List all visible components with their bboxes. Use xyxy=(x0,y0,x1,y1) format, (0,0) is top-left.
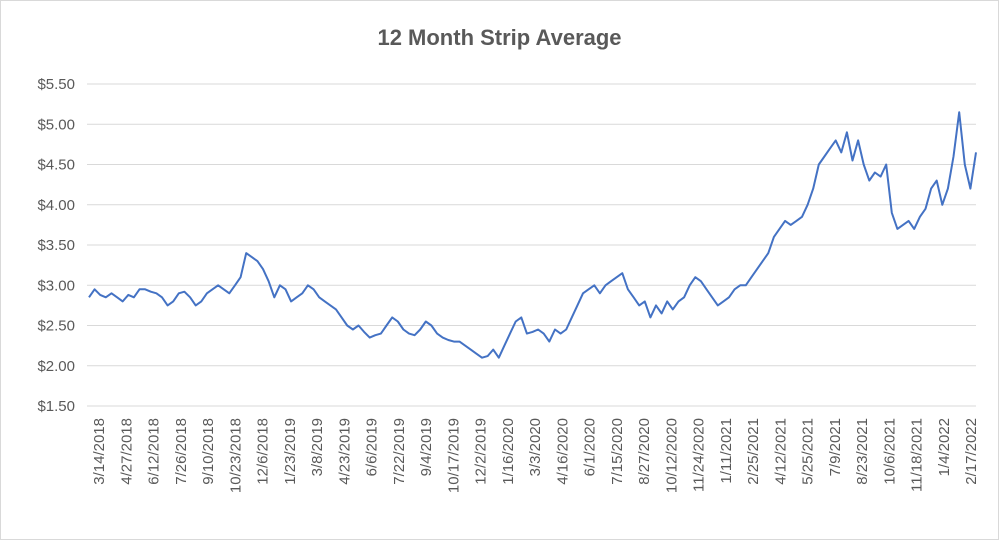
x-tick-label: 10/6/2021 xyxy=(881,418,898,485)
x-tick-label: 6/12/2018 xyxy=(146,418,163,485)
x-tick-label: 12/6/2018 xyxy=(255,418,272,485)
x-tick-label: 7/26/2018 xyxy=(173,418,190,485)
y-tick-label: $5.50 xyxy=(37,76,75,93)
y-tick-label: $2.00 xyxy=(37,358,75,375)
x-tick-label: 10/12/2020 xyxy=(663,418,680,493)
x-tick-label: 4/23/2019 xyxy=(336,418,353,485)
y-tick-label: $3.50 xyxy=(37,237,75,254)
x-tick-label: 10/23/2018 xyxy=(227,418,244,493)
x-tick-label: 1/16/2020 xyxy=(500,418,517,485)
y-tick-label: $4.00 xyxy=(37,197,75,214)
x-tick-label: 4/12/2021 xyxy=(772,418,789,485)
x-tick-label: 1/11/2021 xyxy=(718,418,735,484)
x-tick-label: 1/23/2019 xyxy=(282,418,299,485)
x-tick-label: 2/17/2022 xyxy=(963,418,980,485)
x-tick-label: 7/9/2021 xyxy=(827,418,844,476)
x-tick-label: 5/25/2021 xyxy=(800,418,817,485)
x-tick-label: 11/24/2020 xyxy=(691,418,708,492)
x-tick-label: 3/3/2020 xyxy=(527,418,544,476)
x-tick-label: 8/27/2020 xyxy=(636,418,653,485)
series-line xyxy=(88,111,977,359)
x-tick-label: 3/8/2019 xyxy=(309,418,326,476)
x-tick-label: 6/6/2019 xyxy=(364,418,381,476)
x-tick-label: 6/1/2020 xyxy=(582,418,599,476)
x-tick-label: 4/16/2020 xyxy=(554,418,571,485)
y-tick-label: $5.00 xyxy=(37,116,75,133)
y-tick-label: $3.00 xyxy=(37,277,75,294)
chart-title: 12 Month Strip Average xyxy=(377,25,622,50)
x-axis-labels: 3/14/2018 4/27/2018 6/12/2018 7/26/2018 9/10… xyxy=(91,418,980,493)
x-tick-label: 10/17/2019 xyxy=(445,418,462,493)
x-tick-label: 3/14/2018 xyxy=(91,418,108,485)
x-tick-label: 4/27/2018 xyxy=(118,418,135,485)
x-tick-label: 9/4/2019 xyxy=(418,418,435,476)
y-tick-label: $2.50 xyxy=(37,318,75,335)
y-axis-labels: $1.50 $2.00 $2.50 $3.00 $3.50 $4.00 $4.50 $5.00… xyxy=(37,76,75,415)
x-tick-label: 9/10/2018 xyxy=(200,418,217,485)
gridlines xyxy=(87,83,976,407)
y-tick-label: $1.50 xyxy=(37,398,75,415)
x-tick-label: 12/2/2019 xyxy=(473,418,490,485)
x-tick-label: 1/4/2022 xyxy=(936,418,953,476)
x-tick-label: 8/23/2021 xyxy=(854,418,871,485)
x-tick-label: 11/18/2021 xyxy=(909,418,926,492)
x-tick-label: 2/25/2021 xyxy=(745,418,762,485)
x-tick-label: 7/15/2020 xyxy=(609,418,626,485)
y-tick-label: $4.50 xyxy=(37,157,75,174)
x-tick-label: 7/22/2019 xyxy=(391,418,408,485)
